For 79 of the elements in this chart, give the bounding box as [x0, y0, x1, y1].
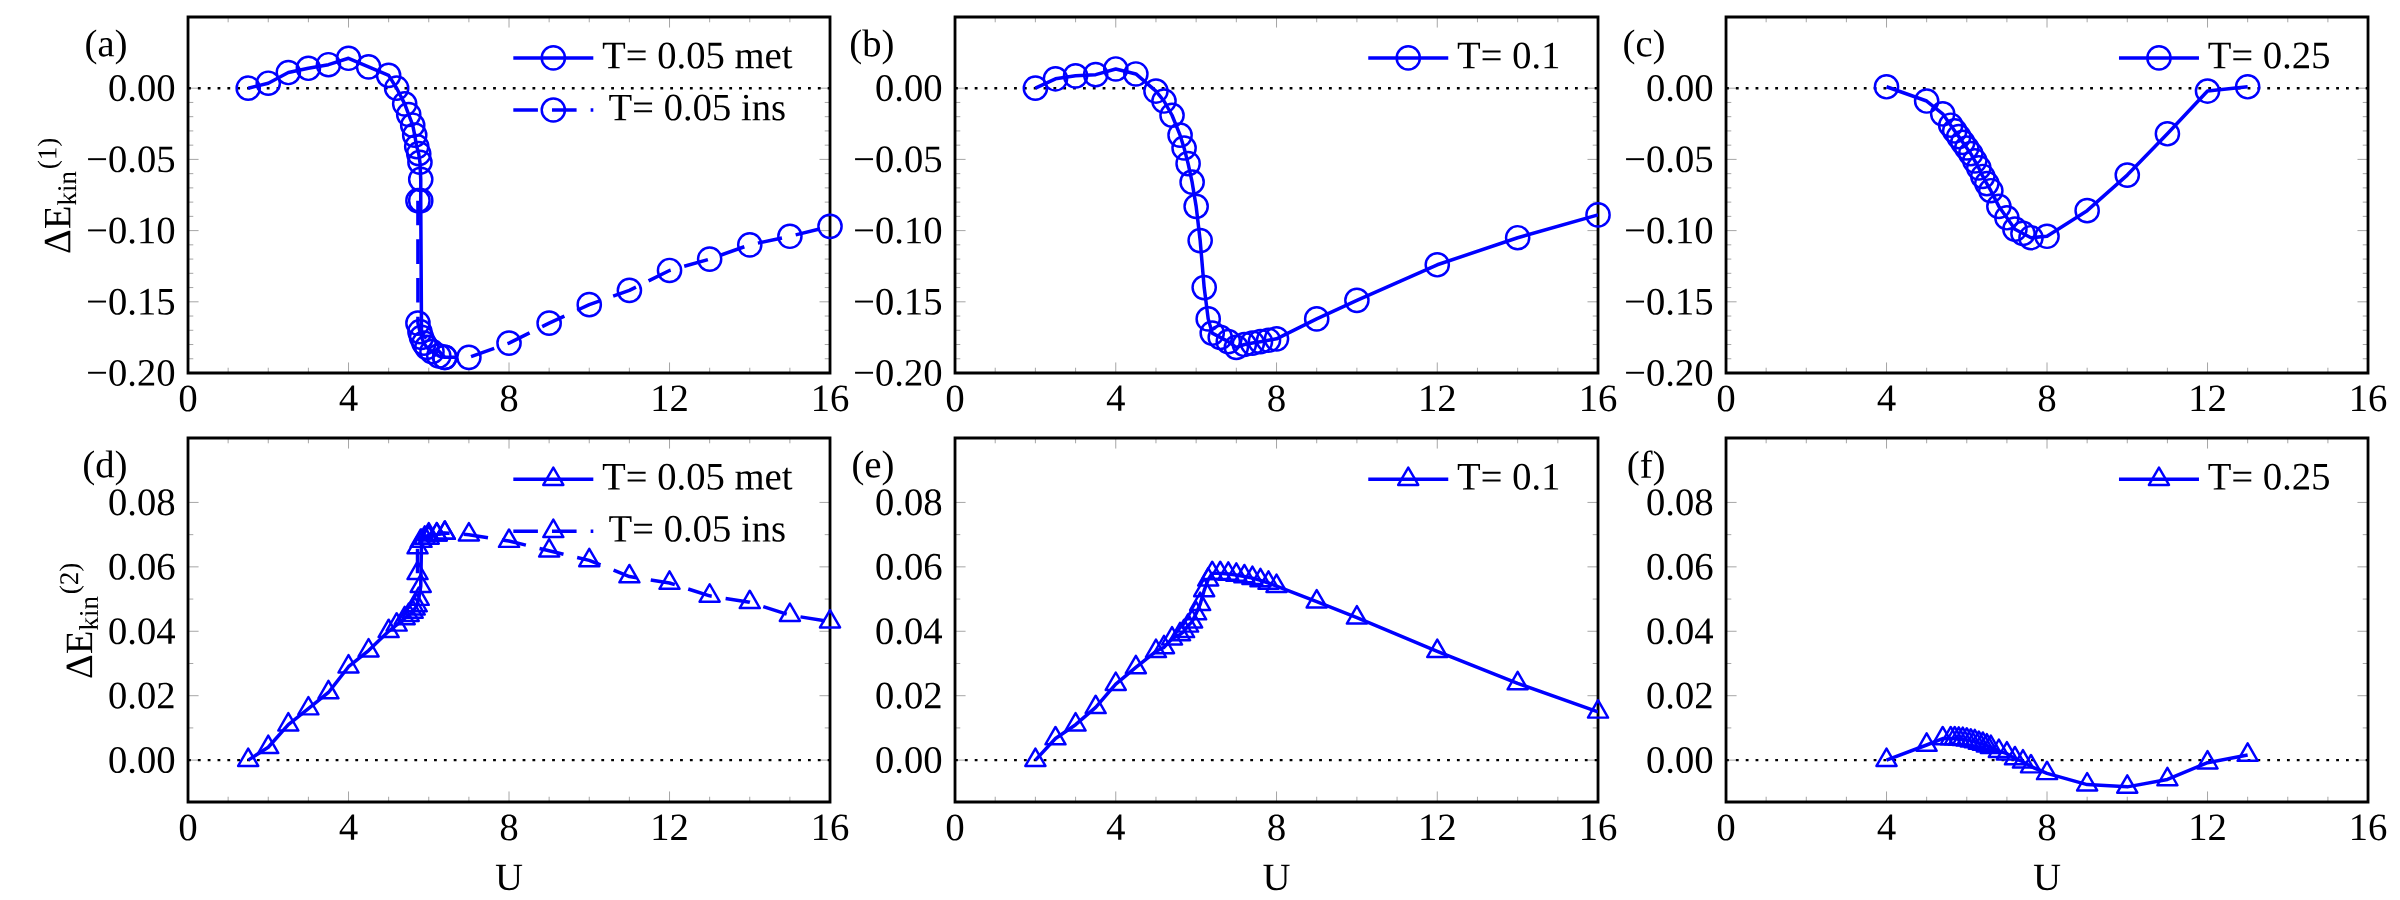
x-tick-label: 0 [179, 385, 197, 412]
y-tick-label: −0.15 [855, 288, 942, 315]
x-tick-label: 16 [1582, 385, 1617, 412]
y-tick-label: 0.02 [876, 682, 941, 709]
legend-label: T= 0.05 ins [609, 515, 785, 543]
y-tick-label: 0.06 [109, 553, 175, 580]
x-tick-label: 8 [2038, 385, 2056, 412]
y-tick-label: 0.08 [1647, 489, 1713, 516]
y-tick-label: −0.05 [88, 146, 175, 173]
legend-label: T= 0.1 [1457, 463, 1559, 490]
x-tick-label: 8 [1268, 385, 1285, 412]
y-tick-label: 0.02 [109, 682, 174, 709]
x-tick-label: 8 [500, 814, 518, 841]
x-tick-label: 0 [1717, 385, 1735, 412]
x-tick-label: 12 [2191, 385, 2225, 412]
y-tick-label: 0.02 [1647, 682, 1712, 709]
x-tick-label: 8 [2038, 814, 2056, 841]
y-axis-title: ΔE$_{kin}$(2) [59, 563, 98, 678]
x-tick-label: 4 [1877, 814, 1896, 840]
x-tick-label: 12 [1421, 385, 1455, 412]
text: (d) [84, 450, 126, 486]
text: (e) [853, 450, 893, 486]
y-axis-title: ΔE$_{kin}$(1) [37, 138, 77, 253]
y-tick-label: 0.04 [1647, 618, 1714, 645]
y-tick-label: −0.15 [1626, 288, 1713, 315]
y-tick-label: 0.06 [1647, 553, 1713, 580]
x-tick-label: 12 [653, 385, 687, 412]
y-tick-label: 0.00 [876, 75, 942, 102]
x-tick-label: 16 [814, 385, 849, 412]
x-tick-label: 0 [946, 814, 964, 841]
y-tick-label: 0.00 [1647, 75, 1713, 102]
x-tick-label: 8 [500, 385, 518, 412]
y-tick-label: 0.00 [109, 747, 175, 774]
x-tick-label: 16 [2352, 385, 2387, 412]
y-tick-label: 0.00 [109, 75, 175, 102]
y-tick-label: −0.05 [855, 146, 942, 173]
x-tick-label: 4 [1106, 814, 1125, 840]
x-tick-label: 4 [1106, 385, 1125, 411]
x-tick-label: 4 [1877, 385, 1896, 411]
x-tick-label: 0 [946, 385, 964, 412]
text: (b) [851, 29, 893, 65]
y-tick-label: 0.06 [876, 553, 942, 580]
y-tick-label: −0.10 [88, 217, 175, 244]
text: (a) [86, 29, 126, 65]
text: (c) [1624, 29, 1664, 65]
x-tick-label: 0 [179, 814, 197, 841]
y-tick-label: 0.00 [1647, 747, 1713, 774]
x-tick-label: 16 [2352, 814, 2387, 841]
y-tick-label: 0.08 [109, 489, 175, 516]
x-tick-label: 0 [1717, 814, 1735, 841]
x-axis-title: U [1263, 864, 1290, 891]
x-axis-title: U [495, 864, 523, 891]
x-tick-label: 12 [1421, 814, 1455, 841]
y-tick-label: 0.04 [876, 618, 943, 645]
y-tick-label: −0.10 [1626, 217, 1713, 244]
text: (f) [1628, 450, 1664, 486]
legend-label: T= 0.05 met [602, 42, 793, 69]
legend-label: T= 0.1 [1457, 42, 1559, 69]
legend-label: T= 0.05 met [602, 463, 793, 490]
x-tick-label: 16 [1582, 814, 1617, 841]
y-tick-label: −0.20 [88, 359, 175, 387]
y-tick-label: −0.15 [88, 288, 175, 315]
y-tick-label: 0.04 [109, 618, 176, 645]
legend-label: T= 0.25 [2208, 463, 2329, 490]
x-tick-label: 12 [2191, 814, 2225, 841]
legend-label: T= 0.05 ins [609, 94, 785, 121]
y-tick-label: −0.05 [1626, 146, 1713, 173]
y-tick-label: −0.20 [855, 359, 942, 387]
y-tick-label: −0.10 [855, 217, 942, 244]
x-axis-title: U [2033, 864, 2061, 891]
y-tick-label: 0.08 [876, 489, 942, 516]
x-tick-label: 16 [814, 814, 849, 841]
y-tick-label: −0.20 [1626, 359, 1713, 387]
x-tick-label: 12 [653, 814, 687, 841]
x-tick-label: 8 [1268, 814, 1285, 841]
x-tick-label: 4 [339, 814, 358, 840]
y-tick-label: 0.00 [876, 747, 942, 774]
legend-label: T= 0.25 [2208, 42, 2329, 69]
x-tick-label: 4 [339, 385, 358, 411]
